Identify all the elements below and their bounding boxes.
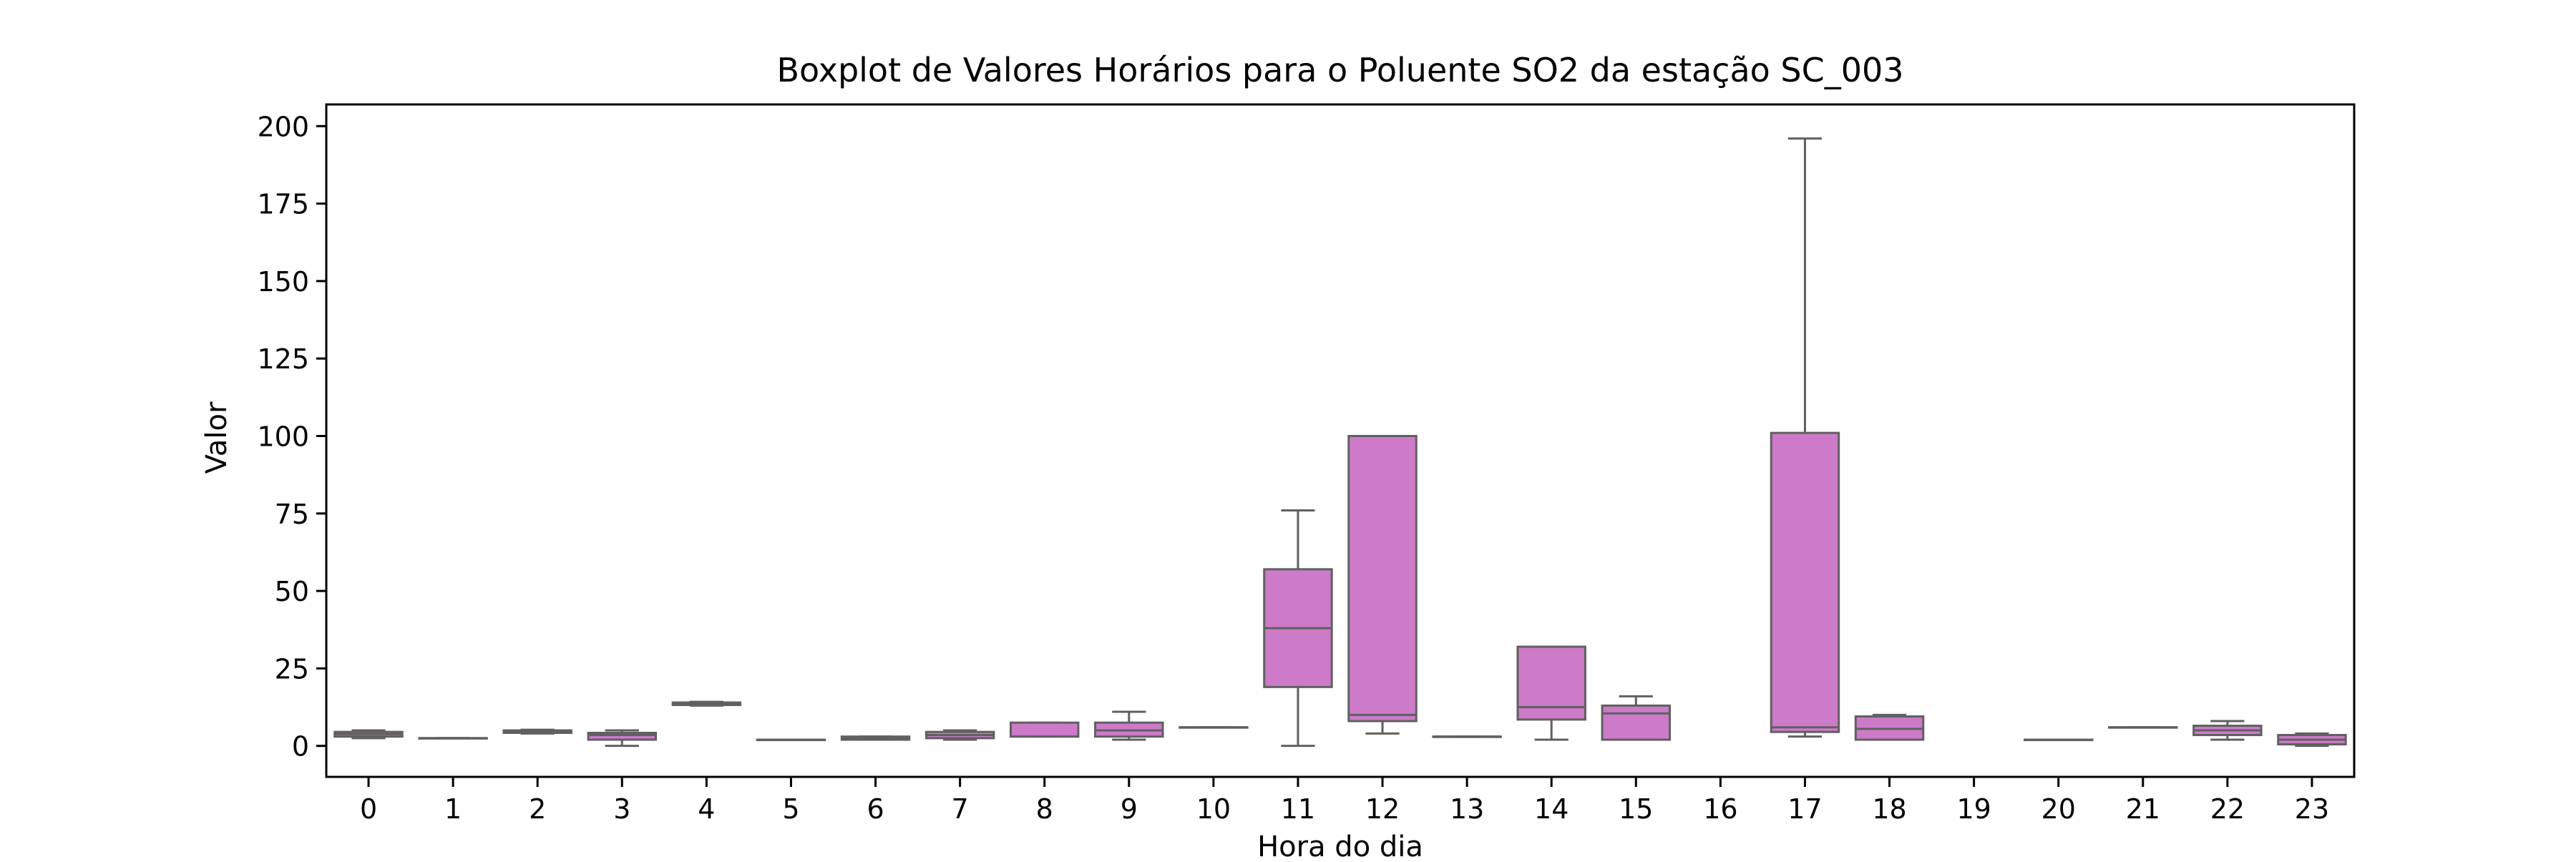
x-tick-label: 21 [2126,793,2160,825]
x-tick-label: 0 [360,793,377,825]
box-hour-13 [1432,735,1502,738]
box-hour-18 [1854,713,1925,741]
box-hour-8 [1009,721,1080,738]
box-hour-14 [1516,645,1586,741]
x-tick-label: 7 [952,793,969,825]
box-hour-1 [418,737,488,740]
x-tick-label: 16 [1703,793,1737,825]
box-hour-22 [2192,720,2263,741]
plot-frame [325,103,2356,778]
x-tick-label: 10 [1196,793,1231,825]
x-tick-label: 17 [1787,793,1822,825]
x-tick-label: 6 [867,793,884,825]
box-hour-2 [502,728,572,735]
box-hour-6 [840,735,911,741]
chart-title: Boxplot de Valores Horários para o Polue… [776,51,1903,89]
x-tick-label: 19 [1956,793,1991,825]
x-tick-label: 11 [1281,793,1315,825]
x-tick-label: 23 [2295,793,2329,825]
y-tick-label: 200 [257,111,309,142]
box-hour-23 [2277,732,2347,748]
x-tick-label: 20 [2041,793,2076,825]
y-tick-label: 175 [257,189,309,220]
x-tick-label: 5 [782,793,799,825]
y-tick-label: 0 [292,731,309,763]
y-tick-label: 25 [275,653,309,685]
y-tick-label: 150 [257,266,309,298]
x-tick-label: 8 [1036,793,1053,825]
x-tick-label: 14 [1534,793,1568,825]
box-hour-3 [587,729,658,748]
x-tick-label: 3 [613,793,630,825]
x-tick-label: 22 [2210,793,2245,825]
x-tick-label: 1 [444,793,462,825]
box-body [1009,721,1080,738]
y-tick-label: 100 [257,421,309,453]
box-body [1770,431,1840,733]
box-hour-9 [1094,710,1164,741]
x-tick-label: 9 [1121,793,1138,825]
box-body [1601,704,1672,741]
x-tick-label: 18 [1872,793,1906,825]
box-hour-15 [1601,695,1672,741]
box-hour-0 [333,729,404,740]
y-tick-label: 50 [275,576,309,607]
box-body [1516,645,1586,721]
x-tick-label: 12 [1365,793,1400,825]
x-tick-label: 13 [1450,793,1484,825]
box-hour-4 [671,700,742,707]
y-axis-label: Valor [200,401,233,474]
x-axis-label: Hora do dia [1257,831,1423,858]
box-hour-11 [1263,509,1333,748]
box-hour-7 [924,729,995,741]
box-hour-17 [1770,137,1840,738]
x-tick-label: 4 [698,793,715,825]
box-body [1347,435,1418,723]
x-tick-label: 2 [529,793,546,825]
y-tick-label: 75 [275,499,309,530]
box-body [587,731,658,741]
y-tick-label: 125 [257,343,309,375]
box-hour-12 [1347,435,1418,735]
x-tick-label: 15 [1619,793,1653,825]
